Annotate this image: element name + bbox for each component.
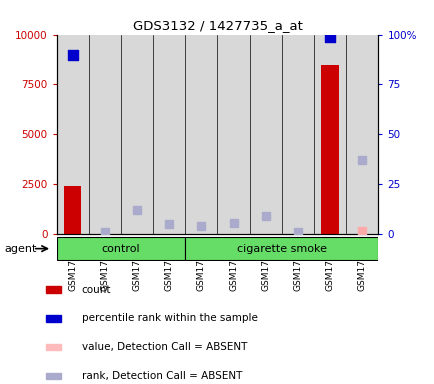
Point bbox=[358, 157, 365, 164]
Bar bbox=[185, 237, 378, 260]
Bar bbox=[345, 35, 378, 234]
Bar bbox=[46, 344, 61, 350]
Text: value, Detection Call = ABSENT: value, Detection Call = ABSENT bbox=[82, 342, 247, 352]
Bar bbox=[249, 35, 281, 234]
Point bbox=[101, 228, 108, 235]
Point bbox=[326, 33, 333, 40]
Point bbox=[197, 223, 204, 229]
Bar bbox=[64, 186, 81, 234]
Bar bbox=[321, 65, 338, 234]
Title: GDS3132 / 1427735_a_at: GDS3132 / 1427735_a_at bbox=[132, 19, 302, 32]
Bar bbox=[56, 35, 89, 234]
Text: percentile rank within the sample: percentile rank within the sample bbox=[82, 313, 257, 323]
Point bbox=[294, 228, 301, 235]
Point bbox=[133, 207, 140, 214]
Text: count: count bbox=[82, 285, 111, 295]
Bar bbox=[56, 237, 185, 260]
Bar bbox=[46, 315, 61, 321]
Bar bbox=[46, 373, 61, 379]
Bar bbox=[217, 35, 249, 234]
Point bbox=[230, 220, 237, 226]
Bar bbox=[313, 35, 345, 234]
Text: agent: agent bbox=[4, 243, 37, 254]
Text: control: control bbox=[102, 243, 140, 254]
Bar bbox=[121, 35, 153, 234]
Bar bbox=[281, 35, 313, 234]
Text: rank, Detection Call = ABSENT: rank, Detection Call = ABSENT bbox=[82, 371, 242, 381]
Point bbox=[358, 228, 365, 234]
Point bbox=[69, 51, 76, 58]
Text: cigarette smoke: cigarette smoke bbox=[237, 243, 326, 254]
Point bbox=[165, 222, 172, 228]
Bar bbox=[46, 286, 61, 293]
Bar bbox=[89, 35, 121, 234]
Bar bbox=[153, 35, 185, 234]
Bar bbox=[185, 35, 217, 234]
Point bbox=[262, 213, 269, 219]
